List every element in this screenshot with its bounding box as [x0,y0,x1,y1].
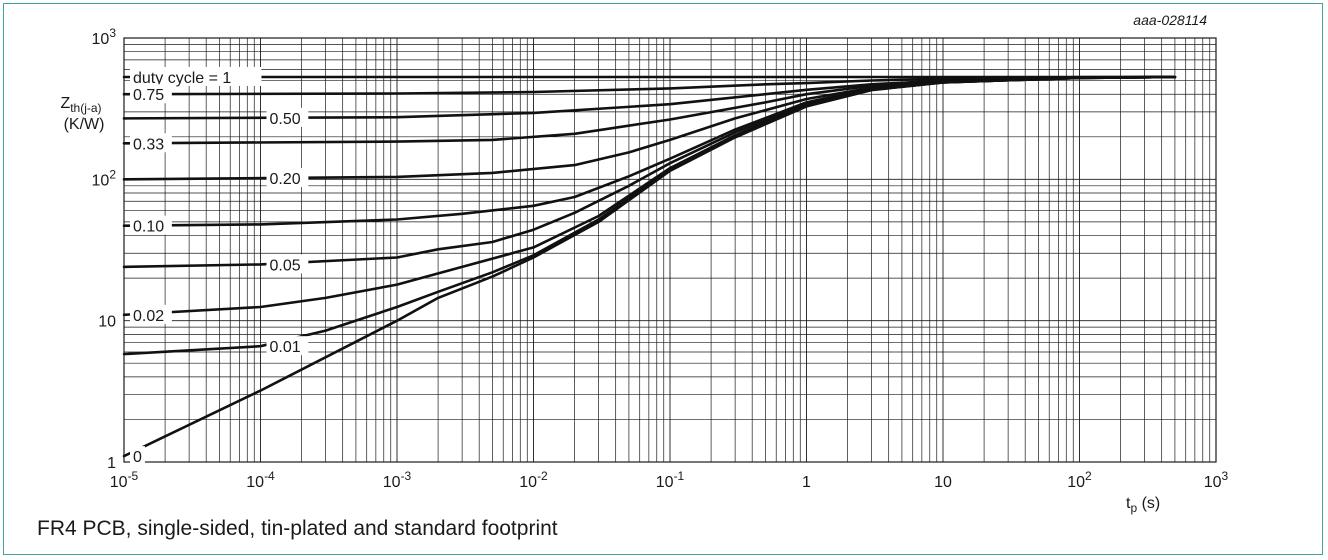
figure-code: aaa-028114 [1133,12,1207,28]
series-label-bg [130,84,172,104]
series-label: 0.50 [270,111,301,128]
series-label: 0 [133,449,142,466]
x-tick-label: 10 [934,474,952,491]
y-tick-label: 10 [98,314,116,331]
series-group [122,75,1177,458]
series-label: duty cycle = 1 [133,70,231,87]
x-axis-label: tp (s) [1126,495,1160,515]
series-label-bg [130,133,172,153]
series-label-bg [130,304,172,324]
y-tick-label: 1 [107,455,116,472]
series-label-bg [266,254,309,274]
x-tick-label: 103 [1204,469,1229,491]
series-label: 0.33 [133,136,164,153]
series-label-bg [266,168,309,188]
series-label-bg [130,215,172,235]
series-line [122,75,1177,181]
x-tick-label: 10-4 [246,469,275,491]
zth-chart: 10-5 10-4 10-3 10-2 10-1 1 10 102 103 1 10 102 103 Zt… [60,12,1228,515]
series-label: 0.05 [270,257,301,274]
y-axis-unit: (K/W) [64,116,105,133]
x-tick-label: 10-5 [110,469,139,491]
series-label: 0.10 [133,219,164,236]
series-label-bg [130,446,145,466]
series-label: 0.75 [133,87,164,104]
y-tick-label: 102 [92,167,117,189]
series-label-bg [266,107,309,127]
x-tick-label: 10-1 [656,469,685,491]
figure-frame: 10-5 10-4 10-3 10-2 10-1 1 10 102 103 1 10 102 103 Zt… [3,3,1323,555]
series-line [122,75,1177,227]
figure-caption: FR4 PCB, single-sided, tin-plated and st… [37,517,558,540]
axes: 10-5 10-4 10-3 10-2 10-1 1 10 102 103 1 10 102 103 Zt… [60,26,1228,515]
grid [123,37,1217,463]
x-tick-label: 10-2 [519,469,548,491]
plot-border [123,37,1217,463]
series-label-bg [130,66,262,86]
series-label: 0.02 [133,308,164,325]
x-tick-label: 1 [802,474,811,491]
x-tick-label: 10-3 [383,469,412,491]
series-label: 0.20 [270,171,301,188]
series-label-bg [266,336,309,356]
series-labels: duty cycle = 10.75 0.50 0.33 0.20 0.10 0.05 0.… [130,66,309,466]
series-label: 0.01 [270,339,301,356]
y-axis-label: Zth(j-a) [60,95,101,115]
x-tick-label: 102 [1067,469,1092,491]
series-line [122,75,1177,458]
y-tick-label: 103 [92,26,117,48]
